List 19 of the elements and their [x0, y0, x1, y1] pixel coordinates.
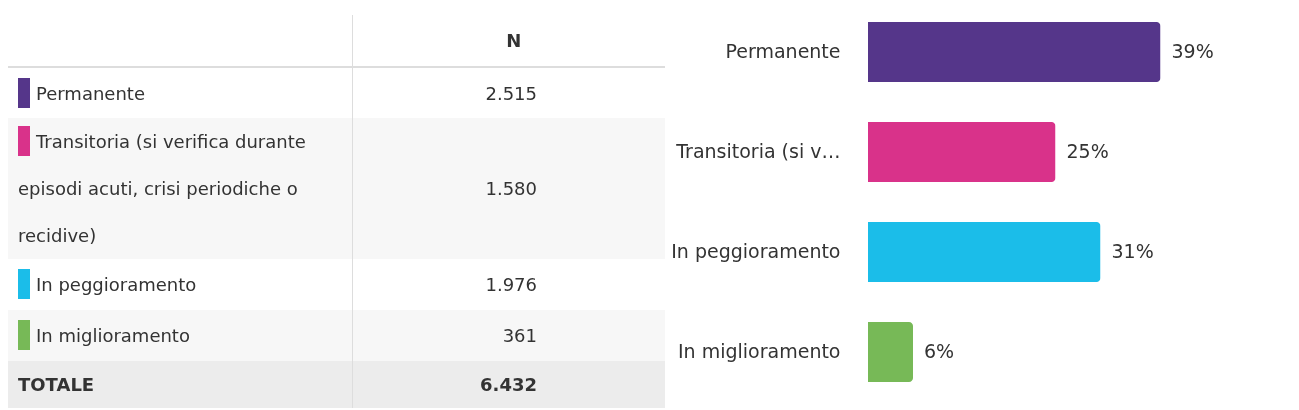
- text: 361: [502, 325, 537, 346]
- category-label: In peggioramento: [35, 273, 198, 297]
- category-label: Permanente: [35, 81, 146, 106]
- category-label: Transitoria (si verifica durante episodi acuti, crisi periodiche o recidive): [18, 131, 306, 246]
- y-tick-label: In miglioramento: [678, 340, 841, 362]
- text: TOTALE: [8, 361, 352, 408]
- category-label: In miglioramento: [35, 324, 191, 348]
- text: N: [352, 15, 665, 67]
- y-tick-label: Permanente: [725, 40, 841, 62]
- text: 1.580: [485, 178, 537, 199]
- y-tick-label: Transitoria (si v…: [675, 140, 841, 162]
- data-label: 39%: [1171, 40, 1214, 62]
- text: 6.432: [480, 374, 537, 395]
- data-label: 31%: [1111, 240, 1154, 262]
- y-tick-label: In peggioramento: [671, 240, 841, 262]
- text: 1.976: [485, 274, 537, 295]
- data-label: 25%: [1066, 140, 1109, 162]
- data-label: 6%: [924, 340, 955, 362]
- text: 2.515: [485, 82, 537, 104]
